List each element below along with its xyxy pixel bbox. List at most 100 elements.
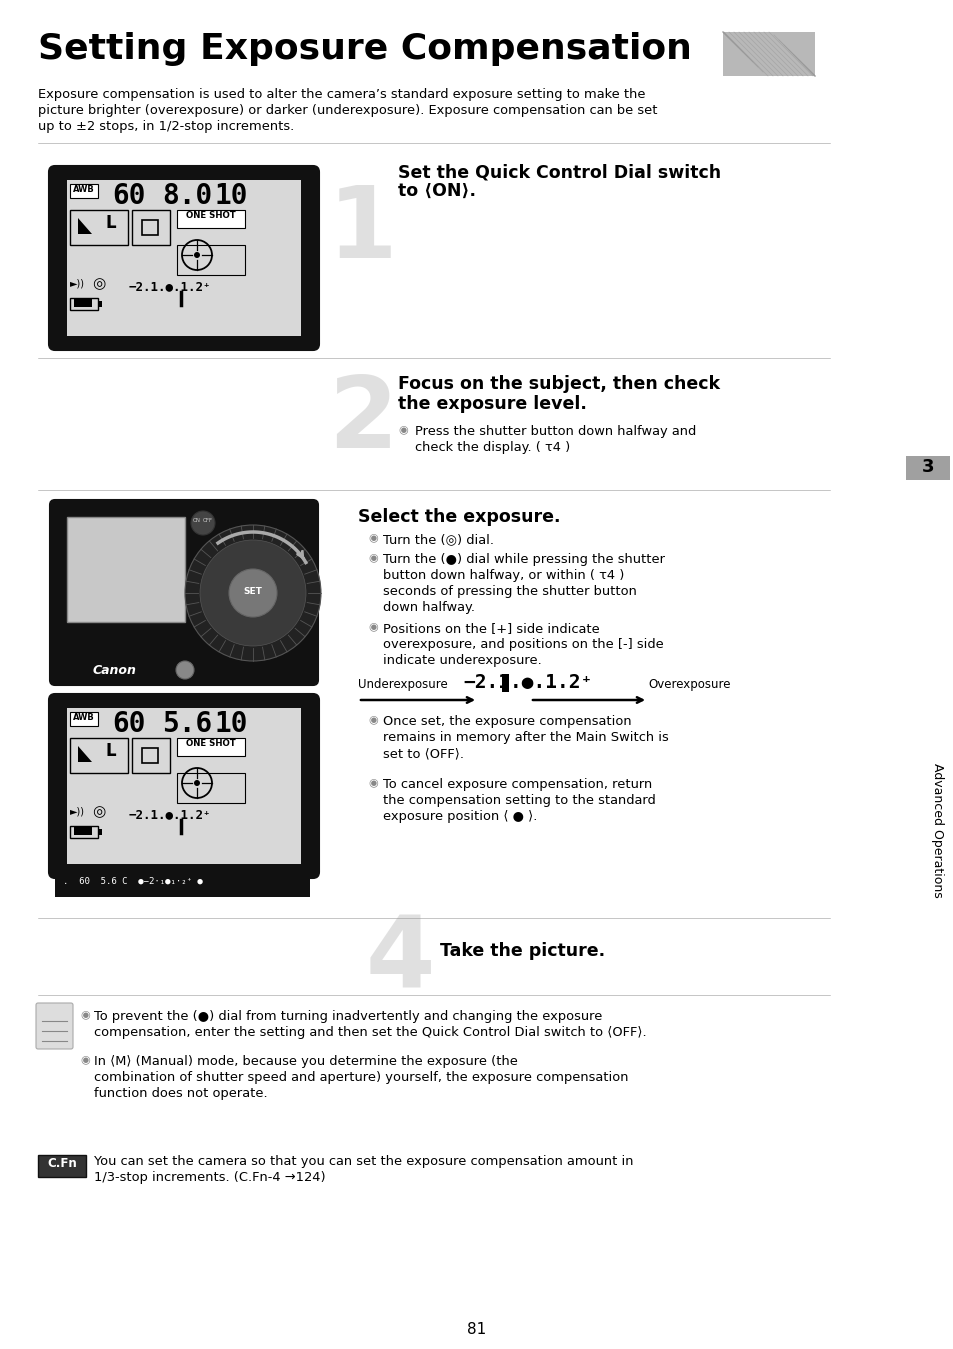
Text: Canon: Canon — [92, 664, 136, 677]
Polygon shape — [78, 219, 91, 233]
Text: set to ⟨OFF⟩.: set to ⟨OFF⟩. — [382, 747, 463, 759]
Text: 1/3-stop increments. (C.Fn-4 →124): 1/3-stop increments. (C.Fn-4 →124) — [94, 1171, 325, 1184]
Text: 2: 2 — [328, 371, 397, 468]
Bar — [177, 738, 245, 755]
Text: 10: 10 — [214, 710, 248, 738]
Text: ◎: ◎ — [91, 277, 105, 291]
Text: ◉: ◉ — [368, 533, 377, 544]
Bar — [177, 773, 245, 803]
Text: button down halfway, or within ( τ4 ): button down halfway, or within ( τ4 ) — [382, 569, 623, 581]
Text: the exposure level.: the exposure level. — [397, 395, 586, 413]
Bar — [67, 179, 301, 336]
Text: 10: 10 — [214, 182, 248, 210]
Bar — [70, 298, 98, 310]
Text: SET: SET — [243, 587, 262, 595]
Circle shape — [175, 661, 193, 679]
Text: exposure position ⟨ ● ⟩.: exposure position ⟨ ● ⟩. — [382, 809, 537, 823]
Text: AWB: AWB — [73, 714, 94, 722]
Bar — [74, 827, 91, 835]
Text: ►)): ►)) — [70, 805, 85, 816]
Polygon shape — [78, 746, 91, 762]
Text: Setting Exposure Compensation: Setting Exposure Compensation — [38, 32, 691, 66]
Bar — [177, 210, 245, 228]
Text: 60: 60 — [112, 182, 146, 210]
Text: down halfway.: down halfway. — [382, 602, 475, 614]
Text: remains in memory after the Main Switch is: remains in memory after the Main Switch … — [382, 731, 668, 745]
FancyBboxPatch shape — [49, 693, 318, 878]
Bar — [70, 183, 98, 198]
Text: .  60  5.6 C  ●−2⋅₁●₁⋅₂⁺ ●: . 60 5.6 C ●−2⋅₁●₁⋅₂⁺ ● — [63, 877, 203, 886]
Text: the compensation setting to the standard: the compensation setting to the standard — [382, 795, 655, 807]
Text: ◎: ◎ — [91, 804, 105, 819]
Text: In ⟨M⟩ (Manual) mode, because you determine the exposure (the: In ⟨M⟩ (Manual) mode, because you determ… — [94, 1055, 517, 1068]
Text: ◉: ◉ — [397, 425, 407, 434]
Text: OFF: OFF — [203, 518, 213, 523]
Text: Select the exposure.: Select the exposure. — [357, 509, 560, 526]
Text: combination of shutter speed and aperture) yourself, the exposure compensation: combination of shutter speed and apertur… — [94, 1071, 628, 1085]
Text: ◉: ◉ — [80, 1055, 90, 1064]
Bar — [74, 299, 91, 308]
Bar — [142, 220, 158, 235]
Text: ONE SHOT: ONE SHOT — [186, 739, 235, 747]
Circle shape — [200, 540, 306, 646]
Text: Press the shutter button down halfway and: Press the shutter button down halfway an… — [415, 425, 696, 438]
Bar — [98, 830, 102, 835]
Text: 3: 3 — [921, 459, 933, 476]
Text: 8.0: 8.0 — [162, 182, 212, 210]
Circle shape — [191, 511, 214, 536]
Text: compensation, enter the setting and then set the Quick Control Dial switch to ⟨O: compensation, enter the setting and then… — [94, 1027, 646, 1039]
FancyBboxPatch shape — [50, 500, 317, 685]
Text: overexposure, and positions on the [-] side: overexposure, and positions on the [-] s… — [382, 638, 663, 652]
Circle shape — [185, 525, 320, 661]
Text: 4: 4 — [365, 912, 435, 1009]
Text: indicate underexposure.: indicate underexposure. — [382, 654, 541, 666]
Text: 81: 81 — [467, 1322, 486, 1337]
Text: Underexposure: Underexposure — [357, 679, 447, 691]
Text: Exposure compensation is used to alter the camera’s standard exposure setting to: Exposure compensation is used to alter t… — [38, 88, 645, 101]
Text: 60: 60 — [112, 710, 146, 738]
Text: To cancel exposure compensation, return: To cancel exposure compensation, return — [382, 778, 652, 791]
Bar — [70, 826, 98, 838]
Bar — [177, 246, 245, 275]
Circle shape — [229, 569, 276, 616]
Text: AWB: AWB — [73, 185, 94, 194]
Text: Once set, the exposure compensation: Once set, the exposure compensation — [382, 715, 631, 728]
Text: Take the picture.: Take the picture. — [439, 942, 604, 960]
Bar — [70, 738, 128, 773]
Text: ◉: ◉ — [368, 715, 377, 724]
Bar — [905, 456, 949, 480]
Bar — [67, 708, 301, 863]
Text: seconds of pressing the shutter button: seconds of pressing the shutter button — [382, 585, 637, 598]
Bar — [38, 1155, 86, 1176]
Bar — [132, 738, 170, 773]
Text: ◉: ◉ — [368, 622, 377, 631]
Text: −2.1.●.1.2⁺: −2.1.●.1.2⁺ — [462, 673, 592, 692]
Text: 1: 1 — [328, 182, 397, 278]
Text: 3: 3 — [150, 546, 219, 643]
Circle shape — [193, 252, 200, 258]
Text: Positions on the [+] side indicate: Positions on the [+] side indicate — [382, 622, 599, 635]
Text: You can set the camera so that you can set the exposure compensation amount in: You can set the camera so that you can s… — [94, 1155, 633, 1168]
Text: To prevent the (●) dial from turning inadvertently and changing the exposure: To prevent the (●) dial from turning ina… — [94, 1010, 601, 1023]
Text: to ⟨ON⟩.: to ⟨ON⟩. — [397, 182, 476, 200]
Text: check the display. ( τ4 ): check the display. ( τ4 ) — [415, 441, 570, 455]
Bar — [722, 32, 814, 76]
Text: picture brighter (overexposure) or darker (underexposure). Exposure compensation: picture brighter (overexposure) or darke… — [38, 104, 657, 117]
FancyBboxPatch shape — [36, 1004, 73, 1050]
Text: −2.1.●.1.2⁺: −2.1.●.1.2⁺ — [129, 808, 212, 822]
Text: ◉: ◉ — [80, 1010, 90, 1020]
Text: Turn the (●) dial while pressing the shutter: Turn the (●) dial while pressing the shu… — [382, 553, 664, 567]
Text: L: L — [106, 214, 116, 232]
Bar — [70, 712, 98, 726]
Text: ►)): ►)) — [70, 278, 85, 287]
FancyBboxPatch shape — [49, 166, 318, 349]
Text: Advanced Operations: Advanced Operations — [930, 762, 943, 897]
Circle shape — [193, 780, 200, 786]
Bar — [501, 674, 509, 692]
Text: ◉: ◉ — [368, 778, 377, 788]
Bar — [67, 517, 185, 622]
Text: −2.1.●.1.2⁺: −2.1.●.1.2⁺ — [129, 281, 212, 293]
Text: Set the Quick Control Dial switch: Set the Quick Control Dial switch — [397, 163, 720, 181]
Text: L: L — [106, 742, 116, 759]
Text: ON: ON — [193, 518, 201, 523]
